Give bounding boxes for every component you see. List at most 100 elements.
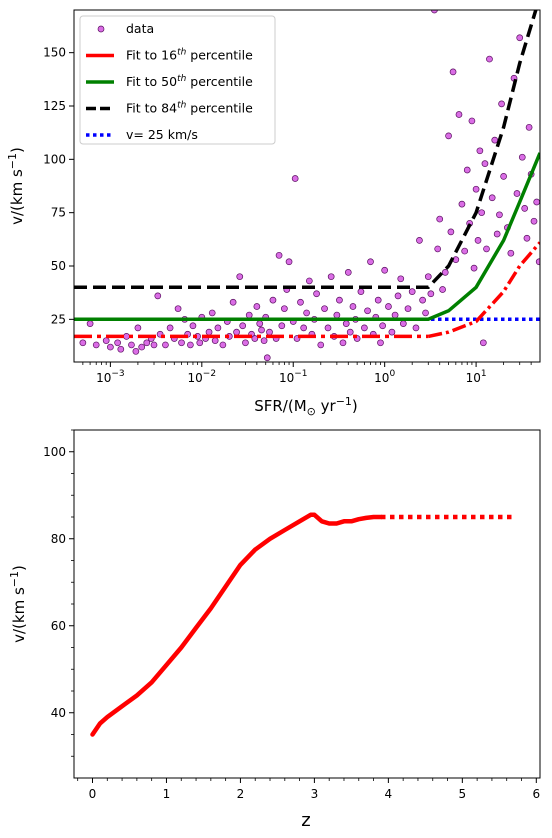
top-legend: data Fit to 16th percentile Fit to 50th pe… (79, 15, 276, 145)
data-point (336, 296, 343, 304)
bottom-x-tick-label: 4 (385, 787, 393, 801)
data-point (114, 339, 121, 347)
bottom-x-tick-label: 5 (459, 787, 467, 801)
data-point (483, 245, 490, 253)
data-point (397, 275, 405, 283)
bottom-y-tick-label: 60 (51, 619, 66, 633)
data-point (92, 341, 100, 349)
top-y-tick-label: 25 (51, 312, 66, 326)
data-point (128, 341, 135, 349)
data-point (361, 324, 368, 332)
bottom-line-panel: 0 1 2 3 4 5 6 40 60 80 100 z v/(km s−1) (8, 429, 541, 831)
data-point (275, 251, 283, 259)
data-point (498, 100, 505, 108)
top-x-tick-label: 10−3 (96, 369, 125, 385)
legend-data-label: data (126, 21, 154, 36)
data-point (174, 305, 182, 313)
data-point (491, 136, 499, 144)
data-point (107, 343, 114, 351)
data-point (166, 324, 174, 332)
data-point (187, 341, 194, 349)
data-point (266, 328, 273, 336)
data-point (385, 303, 392, 310)
data-point (285, 258, 293, 266)
data-point (79, 339, 87, 347)
data-point (317, 341, 325, 349)
data-point (463, 166, 471, 174)
data-point (518, 153, 526, 161)
data-point (381, 266, 389, 274)
data-point (476, 147, 484, 155)
bottom-x-tick-label: 3 (311, 787, 319, 801)
top-y-tick-label: 100 (43, 152, 66, 166)
data-point (379, 322, 386, 330)
top-axes: 10−3 10−2 10−1 100 101 25 50 75 100 125 150 (43, 9, 541, 385)
data-point (445, 132, 452, 140)
data-point (258, 326, 265, 334)
top-y-tick-label: 50 (51, 259, 66, 273)
data-point (303, 309, 310, 317)
bottom-x-tick-label: 1 (163, 787, 171, 801)
data-point (431, 10, 438, 14)
data-point (388, 328, 396, 336)
data-point (214, 324, 222, 332)
data-point (513, 190, 521, 197)
data-point (470, 264, 478, 272)
data-point (416, 237, 423, 244)
data-point (507, 249, 515, 257)
data-point (134, 324, 142, 332)
data-point (344, 269, 352, 276)
data-point (242, 339, 249, 347)
data-point (245, 311, 253, 319)
bottom-y-tick-label: 80 (51, 532, 66, 546)
data-point (424, 273, 432, 281)
data-point (123, 333, 130, 340)
data-point (297, 298, 304, 306)
data-point (102, 337, 110, 345)
data-point (357, 288, 365, 295)
velocity-vs-z-solid-line (90, 512, 384, 737)
data-point (455, 111, 463, 118)
data-point (367, 258, 374, 266)
data-point (500, 173, 507, 180)
data-point (138, 343, 146, 351)
top-clipped-content (74, 10, 540, 362)
data-point (291, 175, 299, 182)
data-point (281, 305, 288, 313)
legend-p16-label: Fit to 16th percentile (126, 48, 253, 63)
bottom-plot-area (90, 512, 515, 737)
data-point (496, 211, 503, 219)
top-scatter-panel: 10−3 10−2 10−1 100 101 25 50 75 100 125 150 data Fi… (6, 9, 541, 418)
data-point (530, 217, 538, 225)
data-point (516, 34, 524, 42)
data-point (439, 286, 446, 293)
data-point (189, 322, 197, 330)
data-point (321, 305, 328, 313)
data-point (150, 341, 158, 349)
fit-84th-percentile-line (74, 10, 538, 290)
data-point (436, 215, 444, 223)
top-plot-area (74, 10, 540, 362)
data-point (196, 339, 204, 347)
data-point (481, 160, 489, 167)
top-y-tick-label: 150 (43, 46, 66, 60)
data-point (346, 328, 354, 336)
bottom-axes: 0 1 2 3 4 5 6 40 60 80 100 (43, 429, 541, 801)
data-point (391, 311, 399, 319)
bottom-x-axis-label: z (301, 810, 310, 831)
data-point (458, 200, 466, 208)
bottom-x-tick-label: 6 (532, 787, 540, 801)
data-point (305, 277, 313, 285)
data-point (493, 230, 501, 238)
data-point (143, 339, 151, 347)
data-point (251, 335, 259, 342)
data-point (132, 347, 140, 355)
data-point (408, 288, 416, 295)
data-point (349, 303, 357, 310)
top-x-tick-label: 100 (374, 369, 395, 385)
data-point (377, 339, 384, 347)
bottom-y-tick-label: 40 (51, 706, 66, 720)
bottom-y-tick-label: 100 (43, 445, 66, 459)
data-point (419, 296, 426, 304)
